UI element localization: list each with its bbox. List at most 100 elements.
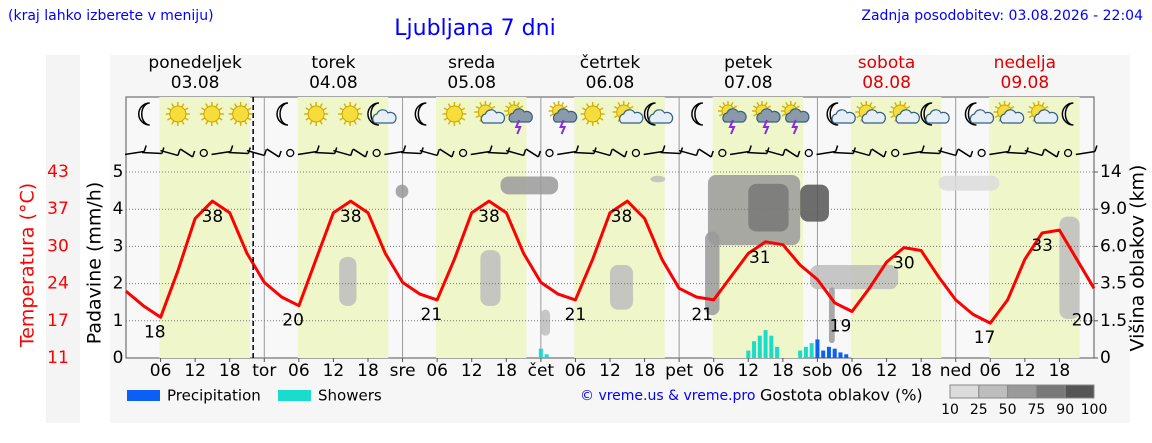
lightning (762, 119, 770, 135)
sun-ray (552, 101, 557, 107)
density-tick-label: 50 (999, 402, 1017, 418)
y2-tick-label: 0 (1100, 348, 1111, 368)
sun-ray (856, 105, 861, 110)
sun-ray (339, 107, 344, 111)
sun-ray (447, 120, 452, 125)
day-name: sreda (448, 53, 495, 73)
wind-barb (609, 149, 613, 156)
cloud (895, 109, 920, 124)
sun-ray (184, 117, 189, 121)
menu-note: (kraj lahko izberete v meniju) (8, 8, 214, 24)
sun-ray (343, 120, 347, 125)
sun-ray (171, 103, 175, 108)
x-tick-label: 18 (357, 361, 379, 381)
sun-ray (994, 105, 999, 110)
precip-bar (821, 350, 826, 358)
wind-barb (624, 150, 628, 158)
temperature-label: 17 (974, 328, 996, 348)
sun-ray (890, 105, 895, 110)
precip-bar (826, 346, 831, 358)
wind-shaft (333, 149, 352, 157)
sun-ray (353, 103, 357, 108)
legend-swatch (127, 390, 160, 401)
wind-barb (522, 149, 527, 156)
sun-ray (319, 103, 323, 108)
sun-ray (181, 103, 185, 108)
day-name: četrtek (580, 53, 641, 73)
wind-shaft (612, 148, 626, 158)
wind-barb (402, 145, 407, 152)
wind-barb (1056, 150, 1060, 158)
wind-calm (545, 148, 554, 158)
sun-ray (309, 103, 313, 108)
weather-icon (780, 101, 810, 135)
temperature-label: 30 (893, 254, 915, 274)
lightning (559, 119, 567, 135)
cloud (552, 108, 578, 123)
wind-calm (286, 148, 295, 158)
cloud (861, 109, 886, 124)
chart-title: Ljubljana 7 dni (394, 16, 555, 41)
wind-barb (451, 150, 455, 158)
weather-icon (718, 101, 747, 135)
temperature-tick-label: 17 (47, 311, 69, 331)
x-tick-label: 12 (737, 361, 759, 381)
wind-barb (436, 149, 440, 156)
x-tick-label: 06 (979, 361, 1001, 381)
cloud (785, 108, 810, 123)
sun-ray (998, 102, 1002, 107)
wind-calm (199, 148, 208, 158)
y-tick-label: 1 (113, 311, 124, 331)
density-swatch (1064, 384, 1095, 399)
sun-ray (215, 120, 219, 125)
day-date: 04.08 (309, 73, 358, 93)
wind-shaft (384, 150, 404, 156)
y-axis-title: Padavine (mm/h) (84, 182, 106, 345)
x-tick-label: 12 (461, 361, 483, 381)
day-date: 06.08 (586, 73, 635, 93)
wind-shaft (678, 149, 697, 157)
x-tick-label: 12 (876, 361, 898, 381)
left-panel (46, 55, 80, 423)
temperature-tick-label: 43 (47, 162, 69, 182)
wind-barb (316, 145, 320, 152)
wind-shaft (957, 148, 971, 158)
cloud-patch (500, 176, 559, 195)
wind-shaft (314, 151, 335, 155)
sun-ray (764, 101, 768, 107)
sun-ray (549, 105, 554, 109)
temperature-label: 38 (340, 207, 362, 227)
wind-shaft (729, 150, 750, 156)
sun-ray (1028, 105, 1033, 110)
wind-shaft (141, 151, 162, 155)
weather-icon (889, 101, 920, 124)
cloud (1033, 109, 1059, 124)
sun (445, 105, 463, 123)
y2-tick-label: 1.5 (1100, 311, 1127, 331)
sun-ray (205, 120, 209, 125)
wind-barb (868, 149, 873, 156)
wind-barb (695, 149, 700, 156)
wind-shaft (179, 148, 194, 158)
x-tick-label: 06 (703, 361, 725, 381)
density-tick-label: 10 (941, 402, 959, 418)
sun-ray (475, 114, 480, 119)
precip-bar (809, 343, 814, 358)
sun-ray (586, 120, 590, 125)
sun-ray (322, 107, 327, 111)
temperature-tick-label: 24 (47, 274, 69, 294)
wind-barb (489, 145, 493, 152)
sun-ray (247, 117, 252, 121)
sun-ray (766, 105, 772, 109)
precip-bar (538, 348, 543, 358)
sun-ray (201, 107, 206, 111)
sun-ray (234, 103, 238, 108)
precip-bar (757, 335, 762, 358)
sun-ray (505, 105, 510, 109)
sun-ray (229, 117, 235, 121)
cloud (648, 109, 674, 124)
day-name: torek (311, 53, 355, 73)
sun-ray (994, 114, 999, 119)
y-tick-label: 4 (113, 199, 124, 219)
